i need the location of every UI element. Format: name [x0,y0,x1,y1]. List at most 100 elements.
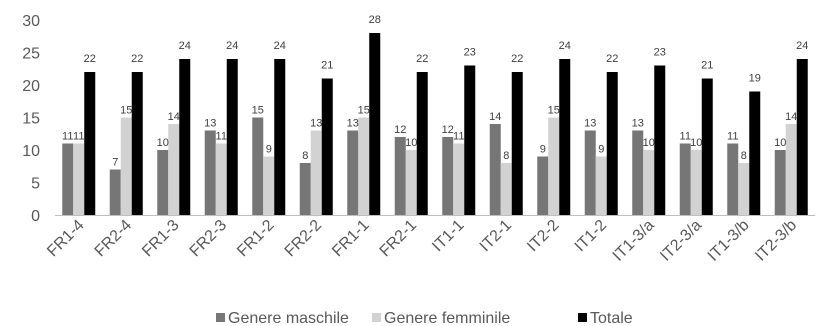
data-label: 24 [226,40,238,52]
data-label: 10 [157,137,169,149]
data-label: 24 [559,40,571,52]
bar-genere-maschile [489,124,501,215]
bar-totale [274,59,286,215]
data-label: 24 [274,40,286,52]
data-label: 14 [168,111,180,123]
data-label: 9 [598,144,604,156]
legend-genere-maschile-label: Genere maschile [228,310,349,326]
legend-genere-femminile-label: Genere femminile [384,310,510,326]
bar-totale [226,59,238,215]
data-label: 7 [112,157,118,169]
data-label: 21 [321,60,333,72]
x-tick-label: FR2-3 [187,217,231,261]
bar-totale [749,91,761,215]
bar-genere-femminile [548,117,560,215]
data-label: 23 [464,47,476,59]
bar-genere-femminile [690,150,702,215]
legend-totale-swatch [578,313,587,322]
legend-genere-maschile-swatch [216,313,225,322]
data-label: 11 [73,131,84,143]
data-label: 23 [654,47,666,59]
bar-genere-maschile [394,137,406,215]
x-axis: FR1-4 FR2-4 FR1-3 FR2-3 FR1-2 FR2-2 FR1-1 FR2-1… [44,215,815,265]
bar-genere-maschile [584,130,596,215]
bar-genere-femminile [263,156,275,215]
data-label: 10 [774,137,786,149]
x-tick-label: FR2-2 [282,217,326,261]
y-tick-label: 30 [22,13,40,30]
bar-totale [369,33,381,215]
data-label: 12 [394,124,406,136]
bar-totale [701,78,713,215]
y-tick-label: 0 [31,208,40,225]
y-tick-label: 20 [22,78,40,95]
data-label: 13 [632,118,644,130]
y-tick-label: 10 [22,143,40,160]
bars-area [62,33,808,215]
data-label: 14 [489,111,501,123]
bar-genere-maschile [774,150,786,215]
data-label: 14 [785,111,797,123]
data-label: 21 [701,60,713,72]
data-label: 11 [727,131,738,143]
data-label: 8 [503,150,509,162]
x-tick-label: IT1-2 [572,217,610,255]
data-label: 24 [179,40,191,52]
bar-genere-maschile [62,143,74,215]
data-label: 15 [358,105,370,117]
data-label: 11 [216,131,227,143]
bar-genere-femminile [738,163,750,215]
bar-genere-femminile [643,150,655,215]
x-tick-label: FR2-4 [92,217,136,261]
bar-genere-femminile [595,156,607,215]
data-label: 11 [62,131,73,143]
data-label: 8 [741,150,747,162]
data-label: 24 [796,40,808,52]
data-label: 22 [606,53,618,65]
x-tick-label: IT1-1 [429,217,467,255]
data-label: 11 [453,131,464,143]
x-tick-label: IT2-3/b [752,217,800,265]
bar-totale [606,72,618,215]
data-label: 9 [266,144,272,156]
y-tick-label: 25 [22,46,40,63]
x-tick-label: IT2-2 [524,217,562,255]
y-tick-label: 5 [31,176,40,193]
bar-totale [464,65,476,215]
bar-genere-maschile [252,117,264,215]
bar-totale [796,59,808,215]
x-tick-label: IT2-1 [477,217,515,255]
bar-genere-maschile [442,137,454,215]
x-tick-label: FR1-1 [329,217,373,261]
bar-genere-femminile [500,163,512,215]
data-label: 13 [347,118,359,130]
data-label: 22 [84,53,96,65]
legend-genere-femminile-swatch [372,313,381,322]
bar-genere-maschile [157,150,169,215]
legend-totale-label: Totale [590,310,633,326]
data-label: 22 [511,53,523,65]
data-label: 22 [416,53,428,65]
data-label: 28 [369,14,381,26]
bar-genere-maschile [299,163,311,215]
x-tick-label: FR1-3 [139,217,183,261]
bar-genere-maschile [679,143,691,215]
bar-genere-maschile [347,130,359,215]
data-label: 8 [302,150,308,162]
data-label: 19 [749,73,761,85]
bar-genere-femminile [73,143,85,215]
data-label: 10 [405,137,417,149]
bar-totale [511,72,523,215]
y-tick-label: 15 [22,111,40,128]
data-label: 11 [680,131,691,143]
bar-genere-maschile [632,130,644,215]
x-tick-label: FR2-1 [377,217,421,261]
bar-genere-maschile [109,169,121,215]
bar-totale [321,78,333,215]
y-axis: 0 5 10 15 20 25 30 [22,13,40,225]
x-tick-label: FR1-4 [44,217,88,261]
data-label: 12 [442,124,454,136]
bar-genere-maschile [537,156,549,215]
bar-genere-femminile [168,124,180,215]
